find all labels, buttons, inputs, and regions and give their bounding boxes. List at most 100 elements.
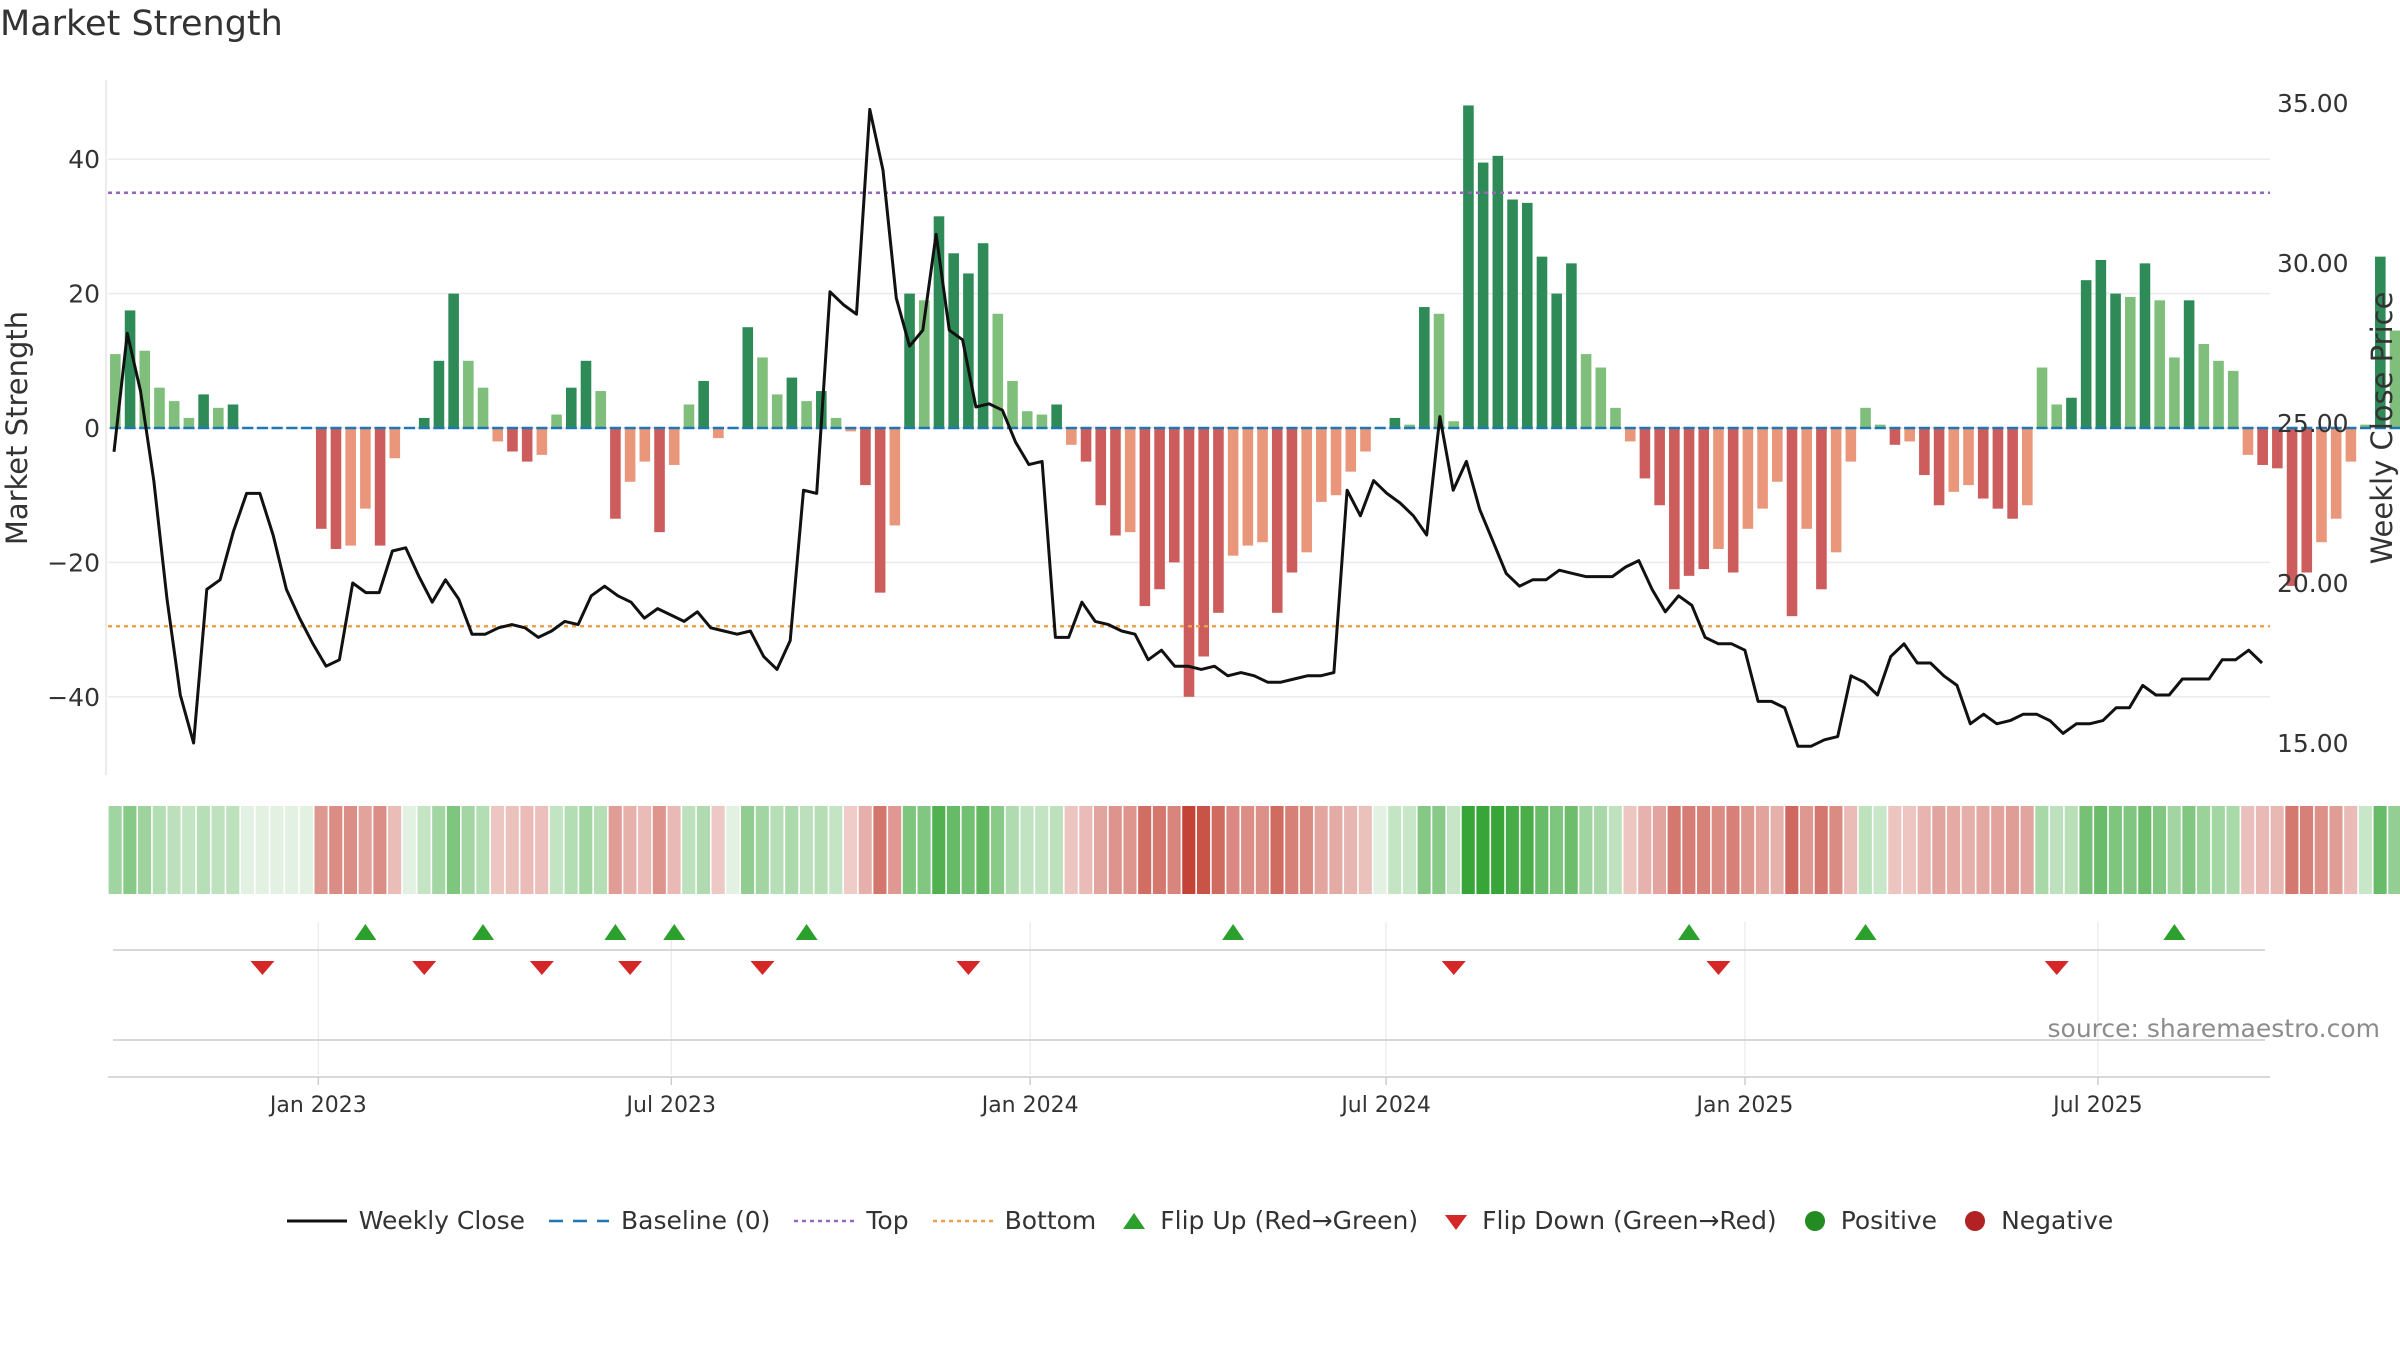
left-tick-label: 40: [68, 145, 100, 174]
legend-item-weekly_close[interactable]: Weekly Close: [286, 1206, 525, 1235]
strength-bar: [2139, 263, 2151, 428]
flip-down-marker: [618, 961, 643, 975]
state-cell: [902, 806, 916, 894]
state-cell: [1005, 806, 1019, 894]
strength-bar: [904, 293, 915, 428]
flip-down-marker: [1706, 961, 1731, 975]
state-cell: [1682, 806, 1696, 894]
state-cell: [755, 806, 769, 894]
state-cell: [2035, 806, 2049, 894]
strength-bar: [1772, 428, 1783, 482]
strength-bar: [463, 360, 474, 428]
strength-bar: [2257, 428, 2268, 465]
state-cell: [1755, 806, 1769, 894]
state-cell: [490, 806, 505, 894]
legend-item-positive[interactable]: Positive: [1801, 1206, 1937, 1235]
state-cell: [2197, 806, 2211, 894]
strength-bar: [2227, 370, 2239, 428]
state-cell: [741, 806, 755, 894]
strength-bar: [1154, 428, 1165, 590]
state-cell: [1446, 806, 1461, 894]
legend-item-flip_down[interactable]: Flip Down (Green→Red): [1442, 1206, 1777, 1235]
chart-title: Market Strength: [0, 4, 283, 44]
right-tick-label: 35.00: [2277, 89, 2349, 118]
x-tick-label: Jul 2025: [2051, 1093, 2143, 1118]
legend-item-bottom[interactable]: Bottom: [932, 1206, 1097, 1235]
left-tick-label: −40: [47, 683, 100, 712]
state-cell: [814, 806, 828, 894]
strength-bar: [2345, 428, 2357, 462]
state-cell: [2020, 806, 2034, 894]
state-cell: [770, 806, 784, 894]
strength-bar: [1021, 411, 1033, 428]
strength-bar: [1801, 428, 1813, 529]
state-cell: [152, 806, 166, 894]
legend-label: Baseline (0): [621, 1206, 771, 1235]
state-cell: [917, 806, 931, 894]
state-cell: [388, 806, 402, 894]
left-tick-label: 20: [68, 280, 100, 309]
strength-bar: [1624, 428, 1636, 442]
flip-up-marker: [472, 924, 495, 940]
strength-bar: [1977, 428, 1989, 499]
state-cell: [1814, 806, 1828, 894]
strength-bar: [683, 404, 695, 428]
state-cell: [505, 806, 519, 894]
left-axis-title: Market Strength: [0, 311, 34, 545]
legend-item-negative[interactable]: Negative: [1961, 1206, 2113, 1235]
strength-bar: [1610, 407, 1621, 428]
strength-bar: [1095, 428, 1107, 506]
state-cell: [1285, 806, 1299, 894]
state-cell: [1211, 806, 1225, 894]
flip-up-marker: [2163, 924, 2186, 940]
strength-bar: [2272, 428, 2283, 469]
strength-bar: [1595, 367, 1607, 428]
state-cell: [579, 806, 593, 894]
strength-bar: [1183, 428, 1195, 697]
state-cell: [2226, 806, 2240, 894]
strength-bar: [1139, 428, 1151, 607]
strength-bar: [845, 428, 857, 432]
state-cell: [182, 806, 196, 894]
state-cell: [1049, 806, 1063, 894]
strength-bar: [521, 428, 533, 462]
state-cell: [2152, 806, 2167, 894]
legend-symbol-flip_down: [1445, 1214, 1468, 1230]
strength-bar: [1683, 428, 1695, 576]
strength-bar: [477, 387, 489, 428]
right-tick-label: 25.00: [2277, 409, 2349, 438]
flip-down-marker: [250, 961, 275, 975]
state-cell: [1947, 806, 1961, 894]
strength-bar: [1448, 421, 1460, 428]
state-cell: [1932, 806, 1946, 894]
strength-bar: [2066, 397, 2077, 428]
state-cell: [711, 806, 725, 894]
strength-bar: [2080, 280, 2092, 428]
strength-bar: [1786, 428, 1798, 617]
state-cell: [1917, 806, 1931, 894]
x-tick-label: Jan 2025: [1694, 1093, 1793, 1118]
strength-bar: [963, 273, 974, 428]
state-cell: [1579, 806, 1593, 894]
strength-bar: [1286, 428, 1298, 573]
legend-item-top[interactable]: Top: [794, 1206, 909, 1235]
strength-bar: [1507, 199, 1518, 428]
strength-bar: [713, 428, 724, 439]
strength-bar: [2389, 330, 2400, 428]
state-cell: [255, 806, 269, 894]
state-cell: [520, 806, 534, 894]
strength-bar: [389, 428, 401, 459]
flip-up-marker: [604, 924, 627, 940]
state-cell: [373, 806, 387, 894]
state-cell: [2167, 806, 2181, 894]
state-cell: [1697, 806, 1711, 894]
legend-label: Bottom: [1004, 1206, 1097, 1235]
strength-bar: [2330, 428, 2342, 519]
legend-item-flip_up[interactable]: Flip Up (Red→Green): [1120, 1206, 1418, 1235]
state-cell: [696, 806, 711, 894]
state-cell: [1344, 806, 1358, 894]
strength-bar: [1580, 354, 1592, 428]
legend-item-baseline[interactable]: Baseline (0): [549, 1206, 770, 1235]
state-cell: [1079, 806, 1093, 894]
state-cell: [1123, 806, 1137, 894]
